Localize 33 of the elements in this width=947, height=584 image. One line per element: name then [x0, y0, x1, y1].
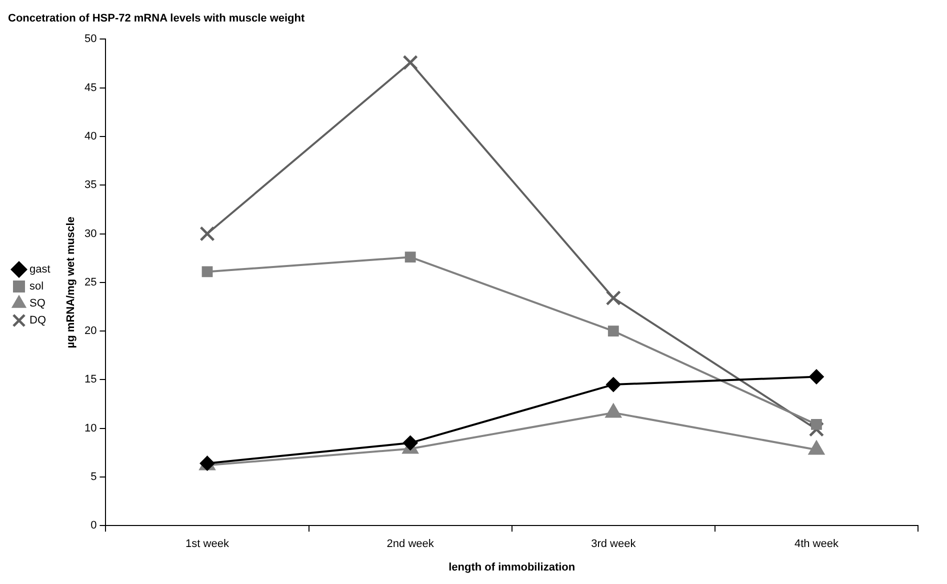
point	[808, 369, 824, 384]
y-tick-label: 5	[90, 470, 97, 483]
point	[402, 54, 418, 70]
legend-label: gast	[30, 264, 50, 276]
x-tick-label: 1st week	[186, 538, 230, 550]
y-tick-label: 0	[90, 520, 97, 532]
legend-label: SQ	[30, 298, 46, 310]
x-tick-label: 2nd week	[386, 538, 434, 550]
x-tick-label: 4th week	[794, 538, 839, 550]
point	[608, 326, 619, 336]
legend-label: DQ	[30, 314, 46, 327]
x-axis-title: length of immobilization	[448, 561, 576, 574]
point	[606, 290, 622, 306]
legend-label: sol	[30, 280, 44, 293]
point	[202, 266, 213, 278]
y-tick-label: 50	[84, 33, 97, 46]
y-tick-label: 40	[84, 130, 97, 143]
point	[808, 422, 824, 437]
y-tick-label: 15	[84, 374, 97, 386]
point	[404, 252, 416, 263]
y-tick-label: 25	[84, 276, 97, 288]
point	[200, 226, 215, 242]
x-tick-label: 3rd week	[591, 538, 636, 550]
y-tick-label: 35	[84, 179, 97, 192]
y-axis-title: µg mRNA/mg wet muscle	[64, 216, 77, 348]
y-tick-label: 20	[84, 325, 97, 338]
point	[606, 377, 621, 392]
point	[402, 435, 418, 450]
y-tick-label: 30	[84, 228, 97, 240]
y-tick-label: 45	[84, 82, 97, 94]
y-tick-label: 10	[84, 422, 97, 434]
chart-title: Concetration of HSP-72 mRNA levels with muscle weight	[8, 12, 305, 25]
point	[811, 418, 822, 430]
